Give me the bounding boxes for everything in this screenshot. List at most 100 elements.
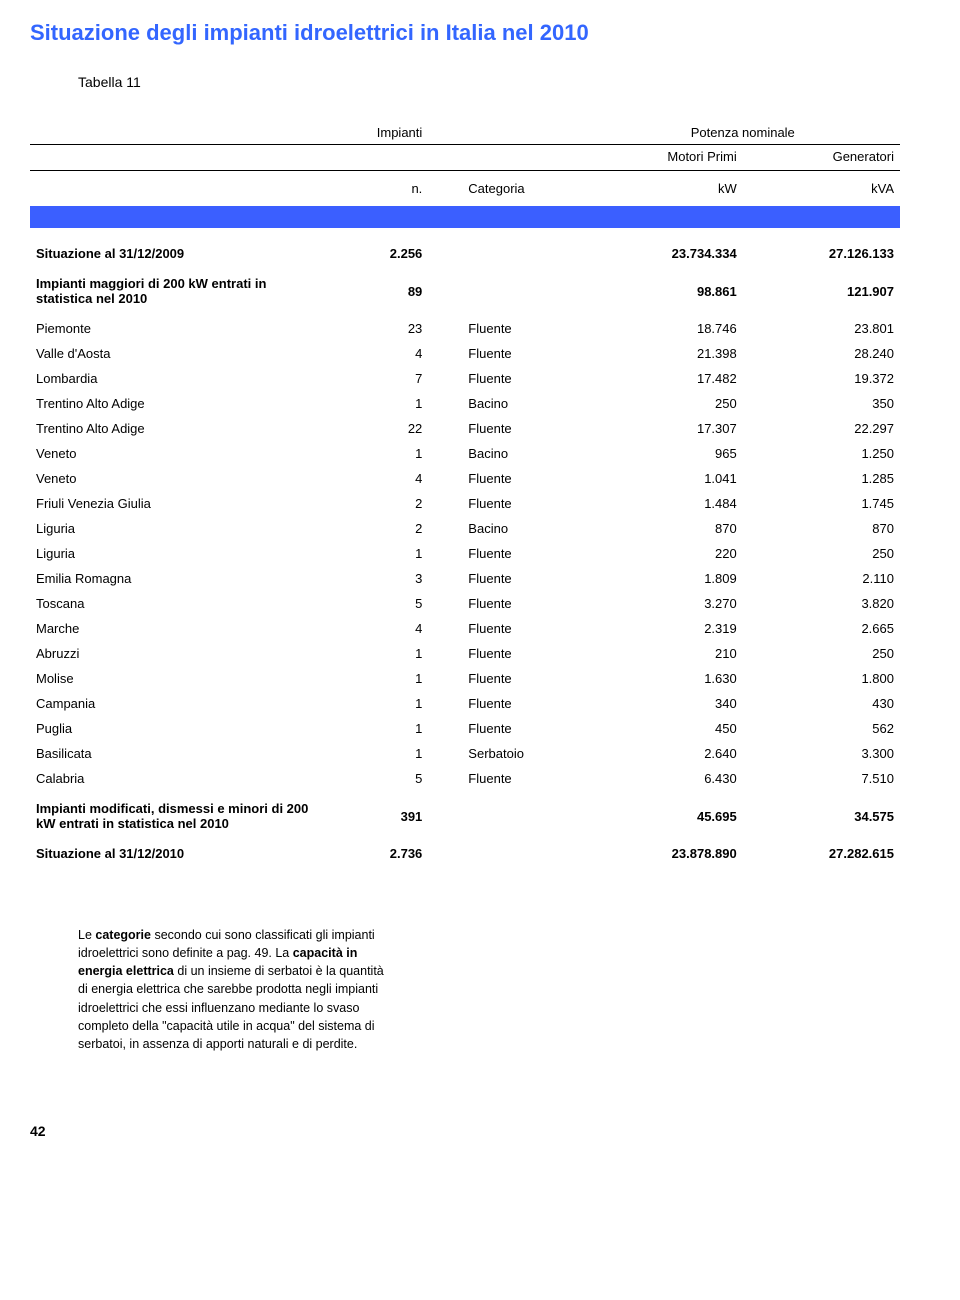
- cell-cat: Fluente: [428, 616, 585, 641]
- cell-kva: 350: [743, 391, 900, 416]
- table-row: Friuli Venezia Giulia2Fluente1.4841.745: [30, 491, 900, 516]
- cell-kva: 27.126.133: [743, 228, 900, 266]
- cell-n: 2: [323, 491, 428, 516]
- cell-n: 7: [323, 366, 428, 391]
- cell-n: 2: [323, 516, 428, 541]
- cell-cat: Fluente: [428, 416, 585, 441]
- cell-kw: 220: [586, 541, 743, 566]
- cell-label: Campania: [30, 691, 323, 716]
- cell-cat: Fluente: [428, 641, 585, 666]
- cell-cat: Fluente: [428, 316, 585, 341]
- page-title: Situazione degli impianti idroelettrici …: [30, 20, 900, 46]
- cell-kw: 1.041: [586, 466, 743, 491]
- cell-kva: 23.801: [743, 316, 900, 341]
- table-row: Abruzzi1Fluente210250: [30, 641, 900, 666]
- header-row-1: Impianti Potenza nominale: [30, 120, 900, 145]
- cell-kw: 2.640: [586, 741, 743, 766]
- cell-kva: 28.240: [743, 341, 900, 366]
- header-row-2: Motori Primi Generatori: [30, 145, 900, 171]
- cell-kw: 2.319: [586, 616, 743, 641]
- cell-kva: 7.510: [743, 766, 900, 791]
- cell-kva: 250: [743, 641, 900, 666]
- cell-kw: 340: [586, 691, 743, 716]
- table-row: Basilicata1Serbatoio2.6403.300: [30, 741, 900, 766]
- cell-kva: 250: [743, 541, 900, 566]
- table-row: Liguria1Fluente220250: [30, 541, 900, 566]
- cell-cat: Fluente: [428, 691, 585, 716]
- cell-kva: 562: [743, 716, 900, 741]
- cell-kva: 1.800: [743, 666, 900, 691]
- cell-kva: 3.300: [743, 741, 900, 766]
- cell-label: Valle d'Aosta: [30, 341, 323, 366]
- cell-kva: 27.282.615: [743, 841, 900, 866]
- cell-cat: Fluente: [428, 666, 585, 691]
- cell-cat: Fluente: [428, 466, 585, 491]
- cell-label: Situazione al 31/12/2010: [30, 841, 323, 866]
- cell-kw: 1.809: [586, 566, 743, 591]
- cell-n: 5: [323, 766, 428, 791]
- cell-kva: 870: [743, 516, 900, 541]
- cell-label: Piemonte: [30, 316, 323, 341]
- cell-cat: Fluente: [428, 716, 585, 741]
- cell-kw: 21.398: [586, 341, 743, 366]
- table-caption: Tabella 11: [30, 74, 900, 90]
- data-table: Impianti Potenza nominale Motori Primi G…: [30, 120, 900, 866]
- table-row: Trentino Alto Adige22Fluente17.30722.297: [30, 416, 900, 441]
- cell-cat: Fluente: [428, 366, 585, 391]
- cell-kw: 210: [586, 641, 743, 666]
- hdr-motori: Motori Primi: [586, 145, 743, 171]
- cell-cat: Fluente: [428, 541, 585, 566]
- cell-kw: 870: [586, 516, 743, 541]
- cell-kw: 23.878.890: [586, 841, 743, 866]
- cell-kva: 22.297: [743, 416, 900, 441]
- cell-n: 1: [323, 441, 428, 466]
- cell-n: 5: [323, 591, 428, 616]
- row-situazione-2009: Situazione al 31/12/2009 2.256 23.734.33…: [30, 228, 900, 266]
- header-row-units: n. Categoria kW kVA: [30, 171, 900, 207]
- cell-label: Calabria: [30, 766, 323, 791]
- row-modificati: Impianti modificati, dismessi e minori d…: [30, 791, 900, 841]
- cell-label: Impianti modificati, dismessi e minori d…: [30, 791, 323, 841]
- page-number: 42: [30, 1123, 900, 1139]
- cell-n: 4: [323, 616, 428, 641]
- cell-kva: 34.575: [743, 791, 900, 841]
- table-row: Puglia1Fluente450562: [30, 716, 900, 741]
- cell-kw: 1.630: [586, 666, 743, 691]
- cell-kw: 250: [586, 391, 743, 416]
- table-row: Campania1Fluente340430: [30, 691, 900, 716]
- hdr-kva: kVA: [743, 171, 900, 207]
- cell-cat: [428, 841, 585, 866]
- cell-kva: 1.285: [743, 466, 900, 491]
- cell-n: 1: [323, 691, 428, 716]
- cell-n: 1: [323, 666, 428, 691]
- table-row: Trentino Alto Adige1Bacino250350: [30, 391, 900, 416]
- cell-n: 1: [323, 741, 428, 766]
- table-row: Marche4Fluente2.3192.665: [30, 616, 900, 641]
- cell-kw: 17.482: [586, 366, 743, 391]
- cell-n: 1: [323, 641, 428, 666]
- table-row: Liguria2Bacino870870: [30, 516, 900, 541]
- cell-n: 3: [323, 566, 428, 591]
- hdr-n: n.: [323, 171, 428, 207]
- hdr-generatori: Generatori: [743, 145, 900, 171]
- cell-label: Abruzzi: [30, 641, 323, 666]
- cell-n: 23: [323, 316, 428, 341]
- cell-cat: Bacino: [428, 391, 585, 416]
- cell-label: Trentino Alto Adige: [30, 391, 323, 416]
- cell-kw: 6.430: [586, 766, 743, 791]
- table-row: Toscana5Fluente3.2703.820: [30, 591, 900, 616]
- cell-label: Veneto: [30, 441, 323, 466]
- cell-label: Marche: [30, 616, 323, 641]
- cell-n: 89: [323, 266, 428, 316]
- hdr-potenza: Potenza nominale: [586, 120, 900, 145]
- cell-kva: 2.665: [743, 616, 900, 641]
- cell-kw: 965: [586, 441, 743, 466]
- cell-cat: Fluente: [428, 591, 585, 616]
- cell-kw: 1.484: [586, 491, 743, 516]
- cell-kva: 19.372: [743, 366, 900, 391]
- table-row: Veneto4Fluente1.0411.285: [30, 466, 900, 491]
- cell-n: 4: [323, 466, 428, 491]
- cell-n: 1: [323, 541, 428, 566]
- cell-kw: 18.746: [586, 316, 743, 341]
- cell-n: 1: [323, 391, 428, 416]
